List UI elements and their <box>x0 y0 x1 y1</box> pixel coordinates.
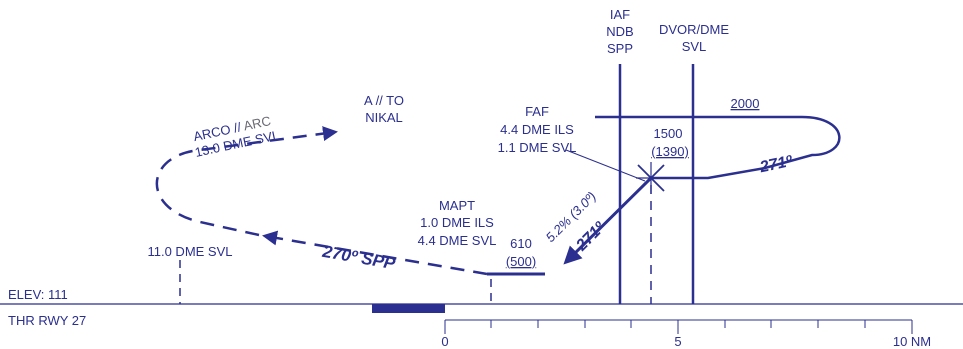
dme11-label: 11.0 DME SVL <box>147 244 232 259</box>
mapt-altitude: 610 <box>510 236 532 251</box>
dvor-label-2: SVL <box>682 39 707 54</box>
faf-label-2: 4.4 DME ILS <box>500 122 574 137</box>
scale-ticks <box>444 320 913 334</box>
elevation-label: ELEV: 111 <box>8 287 68 302</box>
faf-label-1: FAF <box>525 104 549 119</box>
hold-altitude: 2000 <box>731 96 760 111</box>
faf-leader-line <box>565 149 646 182</box>
to-label-line1: A // TO <box>364 93 404 108</box>
missed-approach-path <box>262 230 488 276</box>
faf-altitude: 1500 <box>654 126 683 141</box>
holding-pattern <box>595 115 841 180</box>
to-label-line2: NIKAL <box>365 110 403 125</box>
distance-scale: 0 5 10 NM <box>441 319 931 349</box>
scale-label-5: 5 <box>674 334 681 349</box>
runway-bar <box>372 304 445 313</box>
faf-height: (1390) <box>651 144 689 159</box>
scale-label-10: 10 NM <box>893 334 931 349</box>
missed-course-label: 270º SPP <box>320 242 397 274</box>
mapt-label-3: 4.4 DME SVL <box>418 233 497 248</box>
iaf-label-3: SPP <box>607 41 633 56</box>
mapt-label-1: MAPT <box>439 198 475 213</box>
iaf-label-2: NDB <box>606 24 633 39</box>
mapt-label-2: 1.0 DME ILS <box>420 215 494 230</box>
threshold-label: THR RWY 27 <box>8 313 86 328</box>
scale-label-0: 0 <box>441 334 448 349</box>
hold-course-label: 271º <box>757 153 794 177</box>
final-approach-path <box>563 176 653 265</box>
arco-label-part2: ARC <box>242 113 272 133</box>
dvor-label-1: DVOR/DME <box>659 22 729 37</box>
missed-approach-turn <box>155 126 338 237</box>
iaf-label-1: IAF <box>610 7 630 22</box>
faf-label-3: 1.1 DME SVL <box>498 140 577 155</box>
mapt-height: (500) <box>506 254 536 269</box>
